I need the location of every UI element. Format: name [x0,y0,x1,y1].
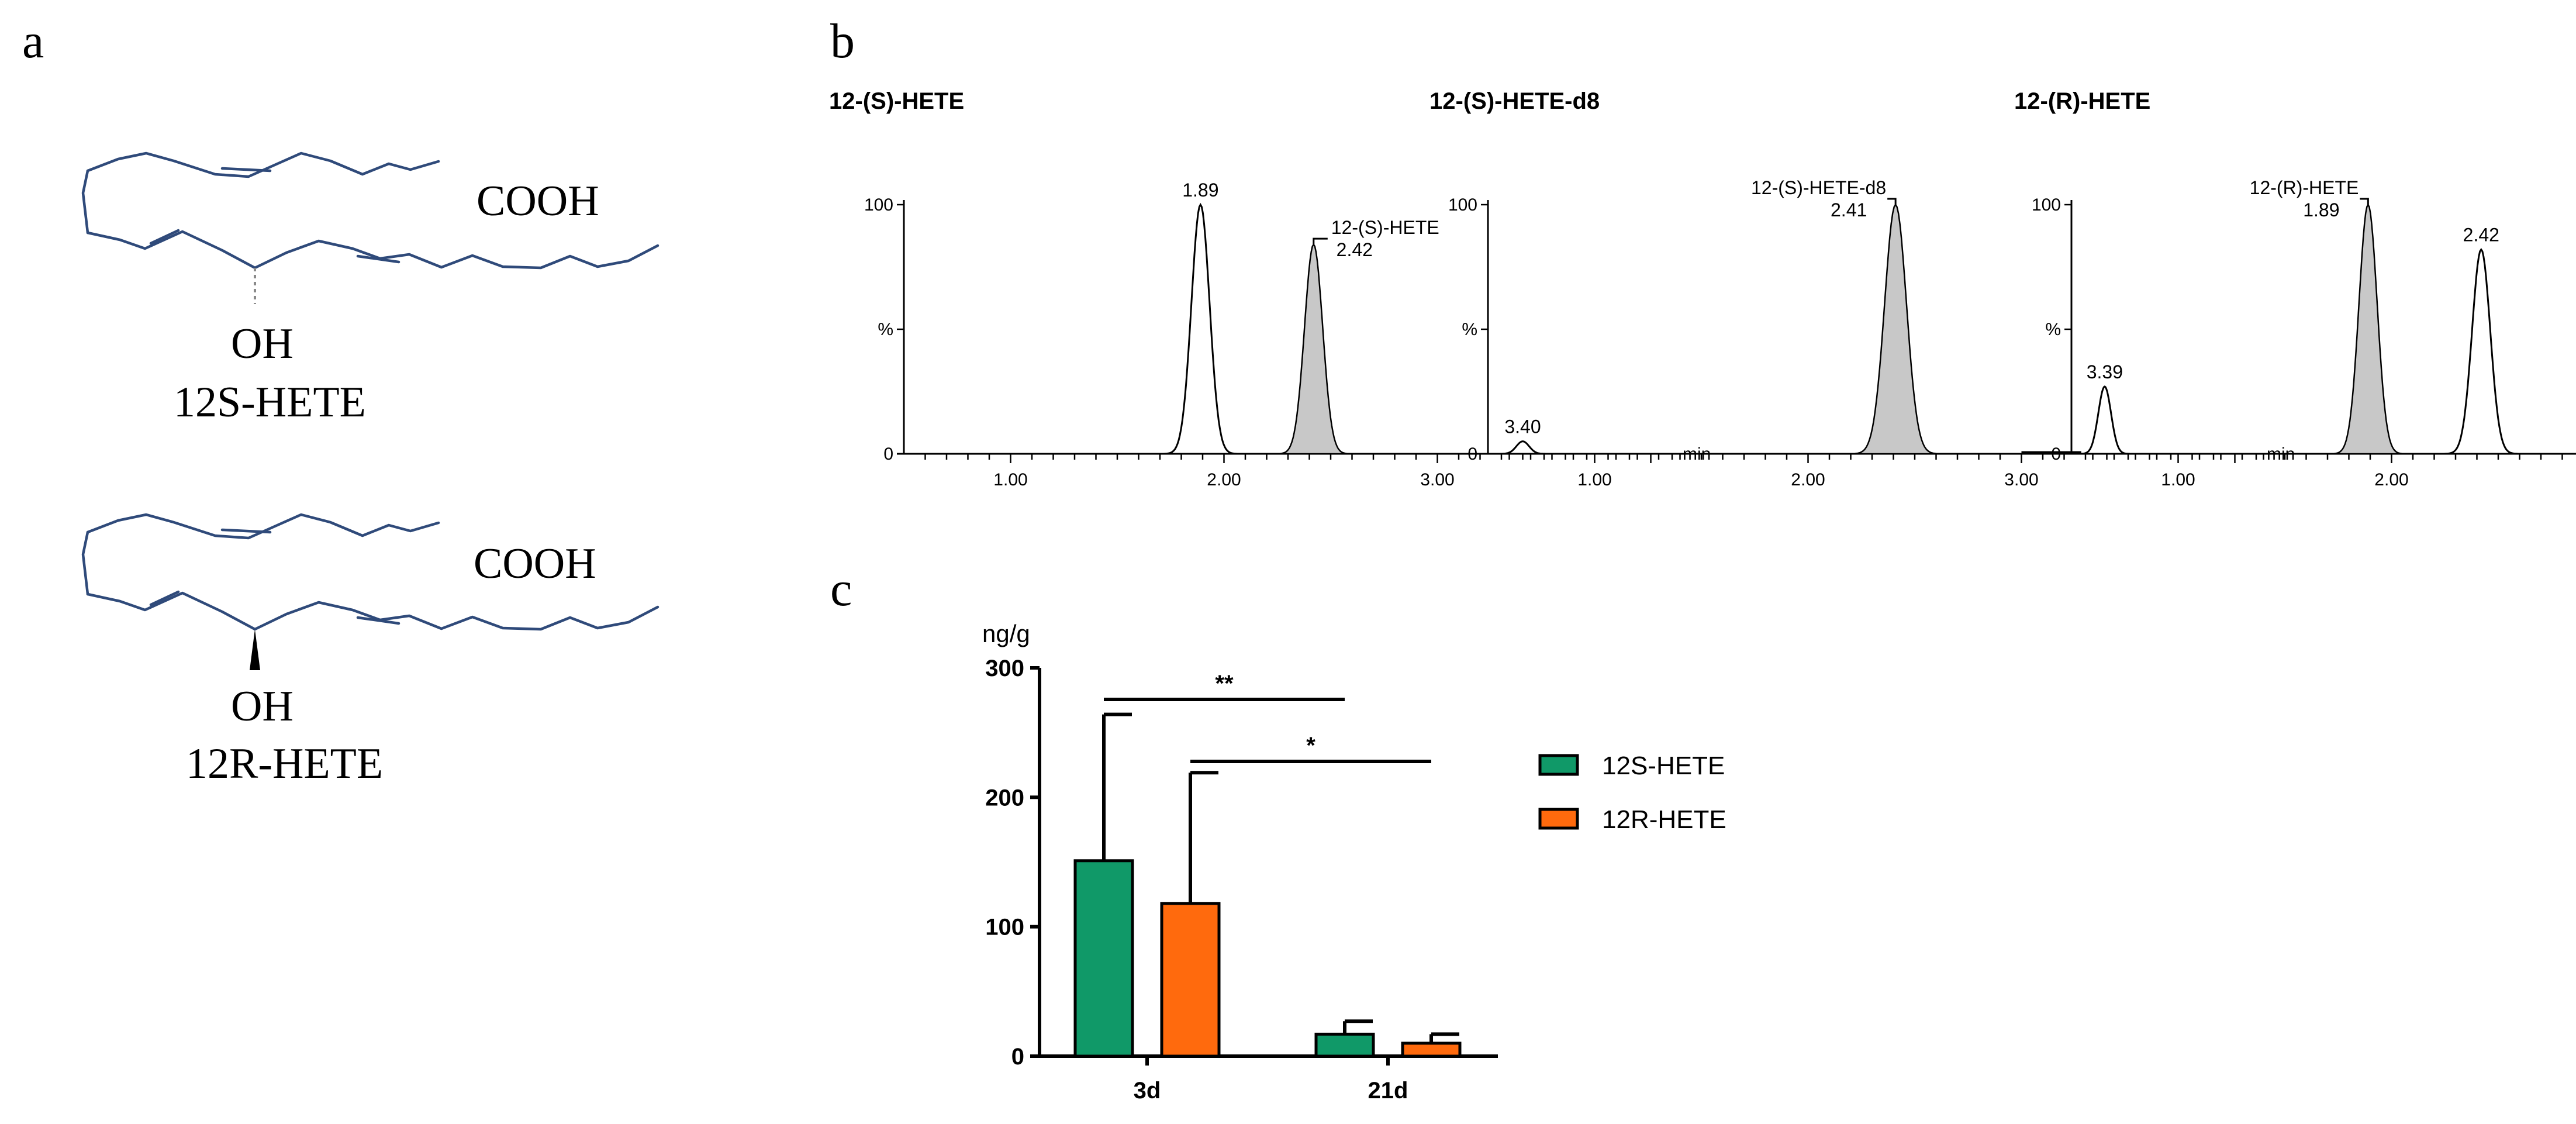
x-tick-label: 1.00 [993,470,1027,489]
chromatogram-title: 12-(R)-HETE [2014,88,2150,114]
oh-label-12s: OH [231,320,293,368]
y-axis-label: % [1462,320,1477,339]
bar-y-tick-label: 200 [985,785,1024,811]
bar-x-tick-label: 21d [1368,1078,1408,1104]
double-bond-2 [149,590,180,606]
peak-label-name: 12-(S)-HETE-d8 [1751,177,1886,198]
chromatogram-peak-2_41 [1851,203,1940,455]
peak-leader-line [1313,237,1328,245]
x-tick-label: 2.00 [1791,470,1825,489]
x-tick-label: 1.00 [2161,470,2195,489]
y-tick-label: 0 [883,444,893,464]
bar-y-tick-label: 100 [985,915,1024,940]
legend-swatch-12R-HETE [1538,808,1579,830]
molecule-name-12s: 12S-HETE [174,378,366,426]
chromatogram-peak-2_42 [2444,248,2519,455]
double-bond-1 [220,167,272,173]
double-bond-2 [149,229,180,245]
peak-label: 3.39 [2087,361,2123,382]
molecule-12r-hete: COOH OH 12R-HETE [81,513,659,788]
double-bond-3 [356,254,400,264]
molecule-12r-skeleton [81,513,659,670]
peak-label-rt: 2.41 [1831,199,1867,220]
y-tick-label: 0 [2051,444,2061,464]
panel-c-letter: c [830,562,852,616]
y-tick-label: 0 [1467,444,1477,464]
acid-label-12s: COOH [476,177,599,225]
legend-label-12R-HETE: 12R-HETE [1602,805,1726,834]
x-tick-label: 2.00 [1207,470,1241,489]
bar-x-tick-label: 3d [1134,1078,1161,1104]
bar-21d-12S-HETE [1314,1032,1375,1058]
wedge-bond-stereo [250,629,260,670]
peak-label: 1.89 [1182,180,1218,201]
bar-3d-12R-HETE [1160,902,1221,1058]
y-axis-label: % [2045,320,2061,339]
legend-swatch-12S-HETE [1538,754,1579,776]
y-axis-unit: ng/g [982,620,1030,647]
double-bond-3 [356,616,400,625]
peak-label-name: 12-(S)-HETE [1331,217,1439,238]
bar-21d-12R-HETE [1401,1042,1462,1058]
double-bond-1 [220,528,272,534]
peak-label-name: 12-(R)-HETE [2250,177,2359,198]
y-tick-label: 100 [2032,195,2061,215]
peak-label: 3.40 [1504,416,1541,437]
bar-3d-12S-HETE [1073,859,1134,1058]
x-tick-label: 3.00 [1420,470,1454,489]
panel-b-letter: b [830,14,855,68]
molecule-12s-skeleton [81,151,659,304]
chromatogram-peak-2_42 [1276,243,1351,455]
peak-label-rt: 1.89 [2303,199,2339,220]
molecule-name-12r: 12R-HETE [186,740,383,788]
chromatogram-peak-1_89 [1163,202,1238,455]
bar-y-tick-label: 300 [985,656,1024,681]
chromatogram-3: 12-(R)-HETE1000%1.002.003.00min12-(R)-HE… [2014,88,2576,489]
significance-label: ** [1215,671,1234,697]
panel-a-letter: a [22,14,44,68]
peak-label: 2.42 [2463,225,2499,246]
chromatogram-peak-1_89 [2331,203,2405,455]
x-tick-label: 1.00 [1577,470,1611,489]
x-tick-label: 3.00 [2004,470,2038,489]
peak-label-rt: 2.42 [1337,239,1373,260]
chromatogram-title: 12-(S)-HETE [829,88,964,114]
acid-label-12r: COOH [474,540,596,588]
y-tick-label: 100 [1448,195,1477,215]
peak-leader-line [1887,198,1897,205]
chromatogram-peak-3_39 [2079,385,2130,455]
significance-label: * [1306,733,1315,758]
chromatogram-title: 12-(S)-HETE-d8 [1429,88,1600,114]
y-axis-label: % [878,320,893,339]
x-tick-label: 2.00 [2374,470,2408,489]
chromatogram-peak-3_4 [1497,440,1548,455]
legend-label-12S-HETE: 12S-HETE [1602,751,1725,780]
oh-label-12r: OH [231,682,293,730]
y-tick-label: 100 [864,195,893,215]
bar-y-tick-label: 0 [1011,1044,1024,1070]
molecule-12s-hete: COOH OH 12S-HETE [81,151,659,426]
peak-leader-line [2360,198,2369,205]
